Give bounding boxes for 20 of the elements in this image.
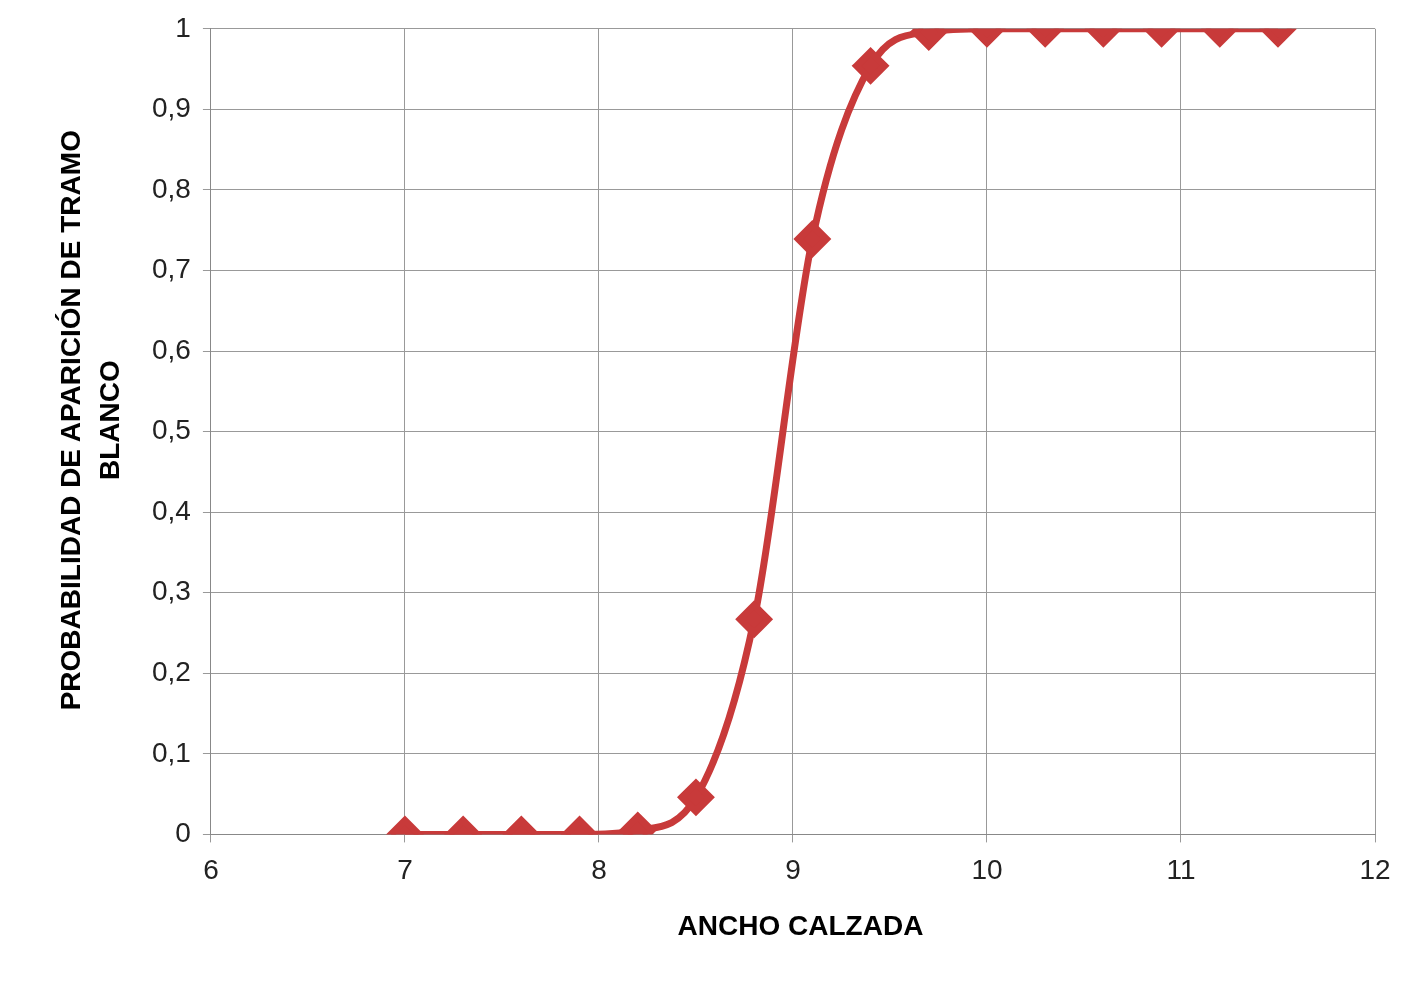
y-tick-label: 0,8 bbox=[151, 172, 191, 204]
x-tick-label: 8 bbox=[591, 853, 607, 885]
y-tick-label: 0,4 bbox=[151, 494, 191, 526]
y-tick-label: 0,5 bbox=[151, 414, 191, 446]
x-tick-label: 6 bbox=[203, 853, 219, 885]
y-tick-label: 0,1 bbox=[151, 736, 191, 768]
y-tick-label: 1 bbox=[175, 11, 191, 43]
y-axis-title: PROBABILIDAD DE APARICIÓN DE TRAMO BLANCO bbox=[53, 128, 126, 713]
y-tick-label: 0,3 bbox=[151, 575, 191, 607]
x-tick-label: 12 bbox=[1359, 853, 1391, 885]
x-tick-label: 11 bbox=[1166, 853, 1196, 885]
y-tick-label: 0,6 bbox=[151, 333, 191, 365]
x-tick-label: 7 bbox=[397, 853, 413, 885]
x-tick-label: 9 bbox=[785, 853, 801, 885]
y-tick-label: 0,9 bbox=[151, 92, 191, 124]
y-tick-label: 0 bbox=[175, 817, 191, 849]
x-tick-label: 10 bbox=[971, 853, 1003, 885]
y-tick-label: 0,7 bbox=[151, 253, 191, 285]
x-axis-title: ANCHO CALZADA bbox=[676, 910, 925, 942]
y-tick-label: 0,2 bbox=[151, 656, 191, 687]
